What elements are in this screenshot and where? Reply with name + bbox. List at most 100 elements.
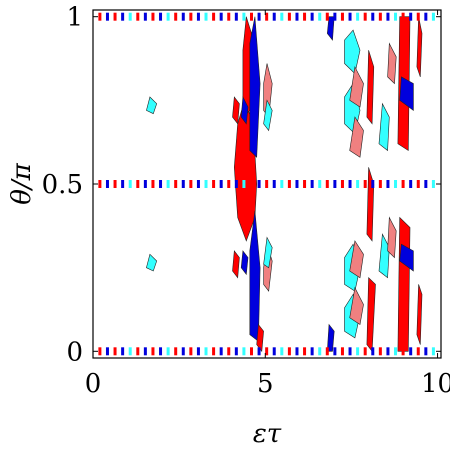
x-tick-label: 5 [257, 369, 274, 399]
row-dash [272, 180, 276, 188]
row-dash [136, 12, 140, 21]
row-dash [363, 180, 367, 188]
row-dash [325, 180, 329, 188]
row-dash [242, 347, 246, 356]
row-dash [310, 12, 314, 21]
row-dash [143, 180, 147, 188]
contour-region-red [366, 50, 375, 125]
row-dash [272, 347, 276, 356]
x-tick-label: 10 [421, 369, 450, 399]
row-dash [181, 180, 185, 188]
contour-region-pink [349, 65, 364, 108]
row-dash [333, 180, 337, 188]
y-tick-label: 0.5 [42, 170, 83, 200]
contour-region-red [366, 277, 376, 353]
contour-region-red [416, 16, 423, 77]
row-dash [204, 347, 208, 356]
row-dash [325, 12, 329, 21]
row-dash [159, 347, 163, 356]
row-dash [204, 12, 208, 21]
row-dash [136, 180, 140, 188]
row-dash [356, 347, 360, 356]
row-dash [424, 347, 428, 356]
row-dash [212, 180, 216, 188]
row-dash [416, 347, 420, 356]
row-dash [409, 180, 413, 188]
row-dash [431, 180, 435, 188]
contour-region-cyan [263, 99, 273, 132]
row-dash [394, 180, 398, 188]
contour-region-pink [349, 240, 364, 279]
y-tick-label: 1 [66, 3, 83, 33]
row-dash [409, 12, 413, 21]
row-dash [98, 180, 102, 188]
row-dash [143, 347, 147, 356]
row-dash [128, 347, 132, 356]
row-dash [348, 347, 352, 356]
row-dash [265, 180, 269, 188]
row-dash [212, 12, 216, 21]
y-axis-label: θ/π [7, 162, 37, 204]
y-tick-label: 0 [66, 337, 83, 367]
row-dash [121, 12, 125, 21]
row-dash [265, 347, 269, 356]
row-dash [416, 180, 420, 188]
row-dash [204, 180, 208, 188]
row-dash [378, 347, 382, 356]
row-dash [280, 180, 284, 188]
contour-region-blue [240, 250, 249, 276]
row-dash [219, 180, 223, 188]
row-dash [424, 180, 428, 188]
row-dash [371, 180, 375, 188]
row-dash [181, 12, 185, 21]
row-dash [287, 180, 291, 188]
contour-region-red [232, 250, 240, 279]
contour-region-red [242, 16, 252, 118]
row-dash [295, 12, 299, 21]
x-axis-label: ετ [253, 419, 282, 449]
row-dash [363, 347, 367, 356]
contour-region-blue [399, 76, 414, 111]
row-dash [386, 347, 390, 356]
row-dash [219, 12, 223, 21]
row-dash [181, 347, 185, 356]
row-dash [143, 12, 147, 21]
row-dash [401, 180, 405, 188]
row-dash [249, 12, 253, 21]
row-dash [325, 347, 329, 356]
row-dash [242, 180, 246, 188]
row-dash [219, 347, 223, 356]
row-dash [371, 347, 375, 356]
row-dash [378, 180, 382, 188]
row-dash [386, 12, 390, 21]
row-dash [303, 347, 307, 356]
row-dash [249, 180, 253, 188]
contour-region-cyan [263, 236, 273, 269]
row-dash [121, 180, 125, 188]
row-dash [196, 180, 200, 188]
row-dash [280, 347, 284, 356]
row-dash [378, 12, 382, 21]
row-dash [287, 347, 291, 356]
row-dash [105, 180, 109, 188]
row-dash [287, 12, 291, 21]
row-dash [257, 12, 261, 21]
row-dash [318, 347, 322, 356]
row-dash [98, 347, 102, 356]
row-dash [128, 12, 132, 21]
row-dash [340, 347, 344, 356]
contour-region-blue [249, 210, 261, 342]
row-dash [363, 12, 367, 21]
row-dash [234, 12, 238, 21]
contour-region-pink [349, 286, 364, 325]
row-dash [394, 347, 398, 356]
row-dash [196, 347, 200, 356]
contour-region-cyan [378, 233, 390, 279]
axis-ticks [92, 10, 441, 358]
tick-labels: 0 5 10 0 0.5 1 [42, 3, 450, 399]
row-dash [257, 180, 261, 188]
row-dash [318, 180, 322, 188]
row-dash [113, 12, 117, 21]
row-dash [431, 347, 435, 356]
